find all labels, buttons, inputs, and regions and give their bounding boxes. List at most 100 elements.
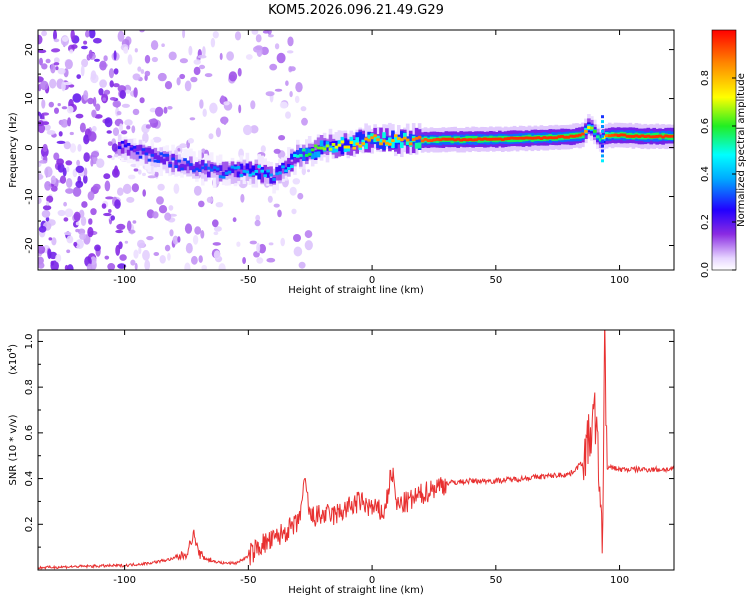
snr-y-label: SNR (10 * v/v) — [8, 414, 19, 485]
spectrogram-noise-blob — [64, 264, 69, 270]
x-tick-label: 0 — [369, 575, 375, 586]
spectrogram-noise-blob — [90, 70, 97, 81]
y-tick-label: 0.2 — [24, 516, 35, 532]
spectrogram-ridge-cell — [379, 127, 383, 144]
spectrogram-ridge-cell — [560, 135, 564, 138]
spectrogram-ridge-cell — [207, 160, 211, 171]
spectrogram-ridge-cell — [557, 135, 561, 139]
spectrogram-noise-blob — [273, 203, 280, 208]
spectrogram-ridge-cell — [117, 142, 122, 148]
spectrogram-ridge-cell — [441, 137, 446, 141]
spectrogram-ridge-cell — [358, 144, 362, 148]
spectrogram-ridge-cell — [147, 147, 152, 154]
spectrogram-noise-blob — [150, 40, 159, 51]
spectrogram-noise-blob — [107, 263, 116, 270]
spectrogram-ridge-cell — [325, 144, 330, 148]
spectrogram-noise-blob — [190, 76, 198, 83]
spectrogram-ridge-cell — [405, 123, 410, 149]
spectrogram-ridge-cell — [509, 136, 514, 140]
spectrogram-noise-blob — [201, 264, 207, 270]
spectrogram-ridge-cell — [444, 137, 449, 141]
spectrogram-noise-blob — [285, 111, 291, 119]
spectrogram-noise-blob — [176, 77, 181, 86]
spectrogram-noise-blob — [90, 256, 97, 265]
spectrogram-noise-blob — [71, 44, 78, 49]
spectrogram-ridge-cell — [515, 136, 520, 140]
spectrogram-noise-blob — [179, 58, 188, 64]
spectrogram-ridge-cell — [287, 157, 291, 168]
spectrogram-noise-blob — [109, 80, 114, 88]
spectrogram-ridge-cell — [293, 154, 297, 157]
spectrogram-ridge-cell — [379, 142, 383, 146]
spectrogram-ridge-cell — [637, 135, 642, 138]
spectrogram-ridge-cell — [625, 134, 630, 138]
spectrogram-ridge-cell — [364, 123, 368, 148]
spectrogram-noise-blob — [304, 240, 313, 251]
spectrogram-ridge-cell — [302, 148, 306, 152]
spectrogram-noise-blob — [39, 159, 48, 164]
spectrogram-ridge-cell — [382, 140, 386, 151]
spectrogram-noise-blob — [115, 229, 124, 234]
spectrogram-ridge-cell — [346, 145, 351, 149]
spectrogram-noise-blob — [292, 178, 301, 185]
spectrogram-noise-blob — [80, 216, 87, 226]
spectrogram-ridge-cell — [628, 134, 633, 138]
spectrogram-ridge-cell — [566, 135, 570, 139]
spectrogram-ridge-cell — [266, 169, 270, 173]
spectrogram-ridge-cell — [361, 142, 365, 146]
spectrogram-ridge-cell — [581, 132, 585, 136]
spectrogram-ridge-cell — [316, 146, 321, 150]
spectrogram-ridge-cell — [180, 167, 184, 171]
x-tick-label: -100 — [113, 275, 136, 286]
spectrogram-noise-blob — [118, 241, 123, 250]
spectrogram-noise-blob — [116, 223, 126, 230]
spectrogram-ridge-cell — [287, 164, 291, 170]
spectrogram-ridge-cell — [215, 168, 220, 184]
spectrogram-ridge-cell — [156, 160, 161, 163]
spectrogram-noise-blob — [98, 88, 104, 96]
snr-x-ticks: -100 -50 0 50 100 — [113, 330, 629, 586]
spectrogram-ridge-cell — [135, 151, 140, 161]
spectrogram-noise-blob — [55, 253, 62, 263]
spectrogram-ridge-cell — [397, 138, 401, 154]
spectrogram-noise-blob — [265, 91, 275, 97]
spectrogram-noise-blob — [119, 123, 123, 132]
spectrogram-ridge-cell — [364, 143, 368, 150]
spectrogram-ridge-cell — [144, 147, 149, 154]
spectrogram-noise-blob — [88, 218, 93, 225]
spectrogram-ridge-cell — [251, 172, 256, 176]
colorbar-label: Normalized spectral amplitude — [736, 73, 747, 227]
spectrogram-noise-blob — [140, 69, 145, 74]
spectrogram-ridge-cell — [548, 136, 553, 140]
spectrogram-noise-blob — [256, 257, 264, 264]
spectrogram-noise-blob — [137, 169, 142, 175]
spectrogram-noise-blob — [215, 127, 221, 138]
spectrogram-ridge-cell — [622, 133, 627, 137]
spectrogram-ridge-cell — [403, 136, 407, 140]
spectrogram-noise-blob — [38, 49, 47, 54]
spectrogram-noise-blob — [83, 134, 90, 145]
spectrogram-noise-blob — [99, 79, 107, 88]
spectrogram-ridge-cell — [340, 140, 345, 144]
spectrogram-noise-blob — [39, 80, 49, 91]
spectrogram-noise-blob — [63, 81, 73, 86]
spectrogram-spike-cell — [601, 120, 604, 124]
spectrogram-ridge-cell — [189, 164, 193, 171]
spectrogram-noise-blob — [57, 163, 65, 173]
spectrogram-noise-blob — [109, 97, 117, 101]
spectrogram-noise-blob — [75, 228, 80, 233]
spectrogram-ridge-cell — [156, 155, 161, 162]
spectrogram-ridge-cell — [397, 137, 401, 141]
spectrogram-ridge-cell — [655, 135, 659, 138]
spectrogram-noise-blob — [57, 68, 66, 75]
spectrogram-marks — [38, 30, 674, 270]
spectrogram-noise-blob — [127, 54, 133, 65]
spectrogram-ridge-cell — [233, 166, 238, 170]
spectrogram-x-ticks: -100 -50 0 50 100 — [113, 30, 629, 286]
spectrogram-noise-blob — [228, 71, 238, 82]
spectrogram-noise-blob — [53, 152, 60, 161]
spectrogram-ridge-cell — [551, 136, 555, 140]
spectrogram-ridge-cell — [658, 134, 662, 138]
spectrogram-ridge-cell — [168, 154, 172, 165]
spectrogram-ridge-cell — [263, 174, 267, 178]
